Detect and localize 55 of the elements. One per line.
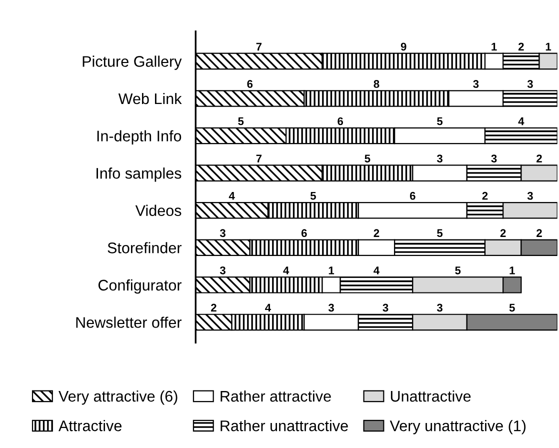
data-label: 3 bbox=[527, 80, 533, 88]
y-tick-label: Info samples bbox=[96, 168, 182, 182]
data-label: 4 bbox=[265, 304, 272, 312]
data-label: 2 bbox=[482, 192, 488, 200]
y-tick-label: Picture Gallery bbox=[82, 56, 182, 70]
data-label: 1 bbox=[546, 42, 552, 50]
data-label: 5 bbox=[238, 117, 244, 126]
data-label: 4 bbox=[283, 266, 290, 274]
data-label: 3 bbox=[527, 192, 533, 200]
data-label: 2 bbox=[536, 154, 542, 162]
data-label: 6 bbox=[301, 229, 307, 238]
legend-label: Unattractive bbox=[390, 390, 471, 402]
y-tick-label: Storefinder bbox=[108, 242, 182, 254]
data-label: 5 bbox=[437, 229, 443, 238]
data-label: 5 bbox=[455, 266, 461, 274]
y-tick-label: Newsletter offer bbox=[76, 316, 182, 328]
data-label: 2 bbox=[211, 304, 216, 312]
data-label: 7 bbox=[256, 154, 262, 162]
data-label: 1 bbox=[328, 266, 334, 274]
data-label: 8 bbox=[374, 80, 380, 88]
y-tick-label: Web Link bbox=[118, 92, 182, 104]
y-tick-label: Configurator bbox=[98, 279, 182, 294]
legend-label: Attractive bbox=[58, 420, 122, 432]
data-label: 4 bbox=[374, 266, 380, 274]
data-label: 3 bbox=[328, 304, 334, 312]
data-label: 3 bbox=[382, 304, 388, 312]
data-label: 3 bbox=[473, 80, 479, 88]
data-label: 2 bbox=[536, 229, 542, 237]
data-label: 5 bbox=[509, 304, 515, 312]
data-label: 3 bbox=[436, 304, 442, 312]
legend-label: Rather unattractive bbox=[220, 420, 348, 432]
legend-label: Rather attractive bbox=[220, 390, 331, 402]
data-label: 3 bbox=[220, 229, 226, 238]
y-tick-label: Videos bbox=[135, 204, 182, 216]
legend-label: Very attractive (6) bbox=[58, 390, 178, 405]
y-tick-label: In-depth Info bbox=[97, 130, 182, 144]
data-label: 7 bbox=[256, 42, 262, 50]
data-label: 5 bbox=[310, 192, 316, 200]
data-label: 6 bbox=[247, 80, 253, 88]
data-label: 6 bbox=[338, 117, 344, 126]
data-label: 3 bbox=[491, 154, 497, 162]
data-label: 4 bbox=[518, 117, 524, 126]
data-label: 5 bbox=[437, 117, 443, 126]
data-label: 9 bbox=[400, 42, 406, 51]
data-label: 4 bbox=[228, 192, 235, 200]
data-label: 2 bbox=[518, 42, 524, 50]
legend-label: Very unattractive (1) bbox=[390, 420, 526, 434]
data-label: 1 bbox=[492, 42, 497, 50]
data-label: 2 bbox=[500, 229, 506, 237]
data-label: 3 bbox=[436, 154, 442, 162]
data-label: 5 bbox=[364, 154, 370, 162]
data-label: 2 bbox=[374, 229, 380, 237]
data-label: 6 bbox=[410, 192, 416, 200]
data-label: 3 bbox=[220, 266, 226, 274]
data-label: 1 bbox=[510, 266, 515, 274]
